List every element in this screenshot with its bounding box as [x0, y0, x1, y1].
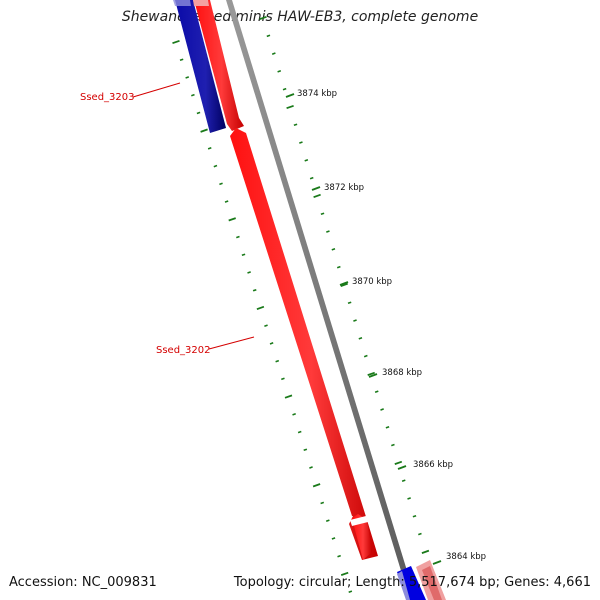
outer-tick	[326, 230, 330, 233]
tick-label-3868: 3868 kbp	[382, 368, 422, 378]
inner-tick	[228, 217, 236, 222]
major-tick-3874	[285, 93, 295, 98]
inner-tick	[224, 200, 229, 203]
outer-tick	[277, 70, 282, 73]
inner-tick	[207, 147, 212, 150]
major-tick-3866	[397, 465, 407, 470]
genome-backbone	[226, 0, 416, 600]
outer-tick	[340, 282, 349, 288]
outer-tick	[363, 354, 368, 358]
leader-ssed-3202	[208, 336, 255, 350]
gene-label-ssed-3202[interactable]: Ssed_3202	[156, 345, 211, 356]
inner-tick	[297, 430, 302, 434]
inner-tick	[348, 590, 353, 593]
major-tick-3870	[339, 281, 349, 286]
outer-tick	[385, 425, 390, 429]
inner-tick	[252, 288, 257, 292]
outer-tick	[299, 141, 303, 144]
inner-tick	[337, 554, 341, 558]
gene-forward-upper[interactable]	[194, 0, 244, 131]
ruler: 3874 kbp 3872 kbp 3870 kbp 3868 kbp 3866…	[285, 89, 486, 565]
outer-tick	[347, 301, 352, 305]
outer-tick	[391, 443, 395, 447]
inner-tick	[191, 93, 195, 97]
outer-tick	[259, 15, 267, 21]
outer-tick	[418, 532, 422, 536]
genome-summary-text: Topology: circular; Length: 5,517,674 bp…	[233, 575, 591, 590]
inner-tick	[284, 394, 293, 399]
inner-tick	[256, 305, 265, 311]
major-tick-3872	[311, 186, 321, 191]
inner-tick	[247, 271, 251, 274]
outer-tick	[320, 212, 325, 216]
outer-tick	[304, 159, 309, 162]
inner-tick	[309, 466, 313, 469]
outer-tick	[282, 87, 287, 91]
gene-label-ssed-3203[interactable]: Ssed_3203	[80, 92, 135, 103]
outer-tick	[336, 265, 341, 269]
gene-reverse-lower[interactable]	[397, 566, 426, 600]
gene-ssed-3203[interactable]	[175, 0, 226, 133]
accession-text: Accession: NC_009831	[9, 575, 157, 590]
gene-ssed-3202-arrowhead	[352, 514, 372, 560]
outer-tick	[266, 34, 271, 38]
gene-ssed-3202-gap	[350, 516, 368, 526]
tick-label-3866: 3866 kbp	[413, 460, 453, 470]
outer-tick	[309, 176, 314, 180]
inner-tick	[275, 359, 280, 363]
gene-ssed-3202[interactable]	[230, 128, 378, 560]
inner-tick	[281, 377, 285, 381]
outer-tick	[358, 337, 363, 340]
outer-tick	[271, 52, 276, 55]
outer-tick	[401, 479, 406, 482]
tick-label-3872: 3872 kbp	[324, 183, 364, 193]
inner-tick	[303, 448, 308, 452]
inner-tick	[241, 253, 246, 257]
outer-tick	[394, 460, 403, 465]
outer-tick	[286, 104, 294, 110]
inner-tick	[179, 58, 184, 62]
inner-tick	[320, 501, 325, 505]
inner-tick	[200, 128, 208, 133]
major-tick-3864	[432, 560, 442, 565]
inner-tick	[269, 342, 274, 345]
tick-label-3864: 3864 kbp	[446, 552, 486, 562]
inner-tick	[185, 76, 190, 79]
inner-tick	[219, 182, 223, 186]
outer-tick	[407, 497, 411, 500]
inner-tick	[325, 519, 330, 523]
tick-label-3874: 3874 kbp	[297, 89, 337, 99]
outer-tick	[374, 390, 379, 394]
inner-tick	[292, 413, 296, 416]
outer-tick	[367, 371, 375, 376]
outer-tick	[421, 549, 430, 554]
outer-tick	[380, 408, 384, 411]
inner-tick	[172, 39, 180, 45]
leader-ssed-3203	[132, 82, 181, 98]
gene-reverse-lower-faded	[397, 571, 410, 600]
gene-ssed-3203-faded	[173, 0, 191, 6]
inner-tick	[196, 111, 201, 115]
major-tick-3868	[368, 373, 378, 378]
inner-tick	[264, 324, 268, 327]
gene-forward-upper-faded	[193, 0, 209, 6]
inner-tick	[312, 483, 321, 488]
inner-tick	[331, 537, 336, 540]
inner-tick-marks	[172, 39, 353, 593]
outer-tick	[313, 193, 321, 199]
inner-tick	[236, 235, 240, 239]
outer-tick	[412, 514, 417, 518]
outer-tick-marks	[259, 15, 439, 589]
inner-tick	[340, 571, 349, 576]
tick-label-3870: 3870 kbp	[352, 277, 392, 287]
outer-tick	[353, 319, 357, 322]
inner-tick	[213, 164, 218, 168]
outer-tick	[331, 248, 336, 251]
outer-tick	[293, 123, 298, 127]
gene-forward-lower-inner	[422, 566, 442, 600]
